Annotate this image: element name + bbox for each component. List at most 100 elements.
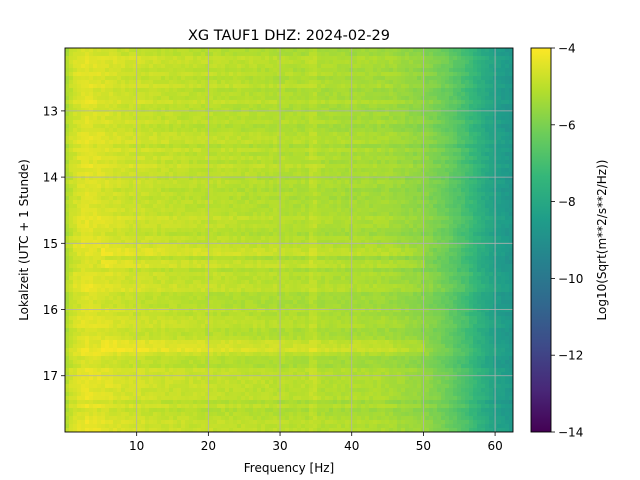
heatmap-cell [413,60,418,65]
heatmap-cell [481,148,486,153]
heatmap-cell [81,108,86,113]
heatmap-cell [181,192,186,197]
heatmap-cell [277,56,282,61]
heatmap-cell [185,180,190,185]
heatmap-cell [217,160,222,165]
heatmap-cell [281,204,286,209]
heatmap-cell [417,72,422,77]
heatmap-cell [309,64,314,69]
heatmap-cell [313,92,318,97]
heatmap-cell [441,168,446,173]
heatmap-cell [181,136,186,141]
heatmap-cell [185,96,190,101]
heatmap-cell [169,176,174,181]
heatmap-cell [153,104,158,109]
heatmap-cell [173,128,178,133]
heatmap-cell [157,216,162,221]
heatmap-cell [129,84,134,89]
heatmap-cell [93,224,98,229]
heatmap-cell [221,152,226,157]
heatmap-cell [121,152,126,157]
heatmap-cell [93,196,98,201]
heatmap-cell [453,168,458,173]
heatmap-cell [481,176,486,181]
heatmap-cell [181,92,186,97]
heatmap-cell [89,52,94,57]
heatmap-cell [289,100,294,105]
heatmap-cell [93,184,98,189]
heatmap-cell [473,188,478,193]
heatmap-cell [509,148,513,153]
heatmap-cell [85,140,90,145]
heatmap-cell [485,192,490,197]
heatmap-cell [353,204,358,209]
heatmap-cell [105,76,110,81]
heatmap-cell [397,52,402,57]
heatmap-cell [321,48,326,53]
heatmap-cell [197,108,202,113]
heatmap-cell [485,92,490,97]
heatmap-cell [341,128,346,133]
heatmap-cell [149,72,154,77]
heatmap-cell [109,192,114,197]
heatmap-cell [97,164,102,169]
heatmap-cell [109,68,114,73]
heatmap-cell [505,52,510,57]
heatmap-cell [249,112,254,117]
heatmap-cell [305,212,310,217]
heatmap-cell [393,116,398,121]
heatmap-cell [277,108,282,113]
heatmap-cell [453,140,458,145]
heatmap-cell [93,200,98,205]
heatmap-cell [161,216,166,221]
heatmap-cell [313,208,318,213]
heatmap-cell [289,152,294,157]
heatmap-cell [73,128,78,133]
heatmap-cell [221,68,226,73]
heatmap-cell [105,60,110,65]
heatmap-cell [353,80,358,85]
heatmap-cell [249,84,254,89]
heatmap-cell [369,148,374,153]
heatmap-cell [117,220,122,225]
heatmap-cell [457,204,462,209]
heatmap-cell [373,216,378,221]
heatmap-cell [137,176,142,181]
heatmap-cell [497,88,502,93]
heatmap-cell [97,120,102,125]
heatmap-cell [429,160,434,165]
heatmap-cell [289,84,294,89]
heatmap-cell [181,140,186,145]
heatmap-cell [237,224,242,229]
heatmap-cell [509,108,513,113]
heatmap-cell [229,132,234,137]
heatmap-cell [105,92,110,97]
heatmap-cell [329,172,334,177]
heatmap-cell [393,80,398,85]
heatmap-cell [245,60,250,65]
heatmap-cell [457,140,462,145]
heatmap-cell [457,164,462,169]
heatmap-cell [221,164,226,169]
heatmap-cell [285,224,290,229]
heatmap-cell [381,68,386,73]
heatmap-cell [129,68,134,73]
heatmap-cell [221,204,226,209]
heatmap-cell [181,68,186,73]
heatmap-cell [289,176,294,181]
heatmap-cell [185,220,190,225]
heatmap-cell [69,60,74,65]
heatmap-cell [285,112,290,117]
heatmap-cell [433,120,438,125]
heatmap-cell [437,80,442,85]
heatmap-cell [253,96,258,101]
heatmap-cell [205,48,210,53]
heatmap-cell [249,152,254,157]
heatmap-cell [433,148,438,153]
heatmap-cell [349,172,354,177]
heatmap-cell [365,80,370,85]
heatmap-cell [401,88,406,93]
heatmap-cell [77,204,82,209]
heatmap-cell [457,76,462,81]
heatmap-cell [509,120,513,125]
